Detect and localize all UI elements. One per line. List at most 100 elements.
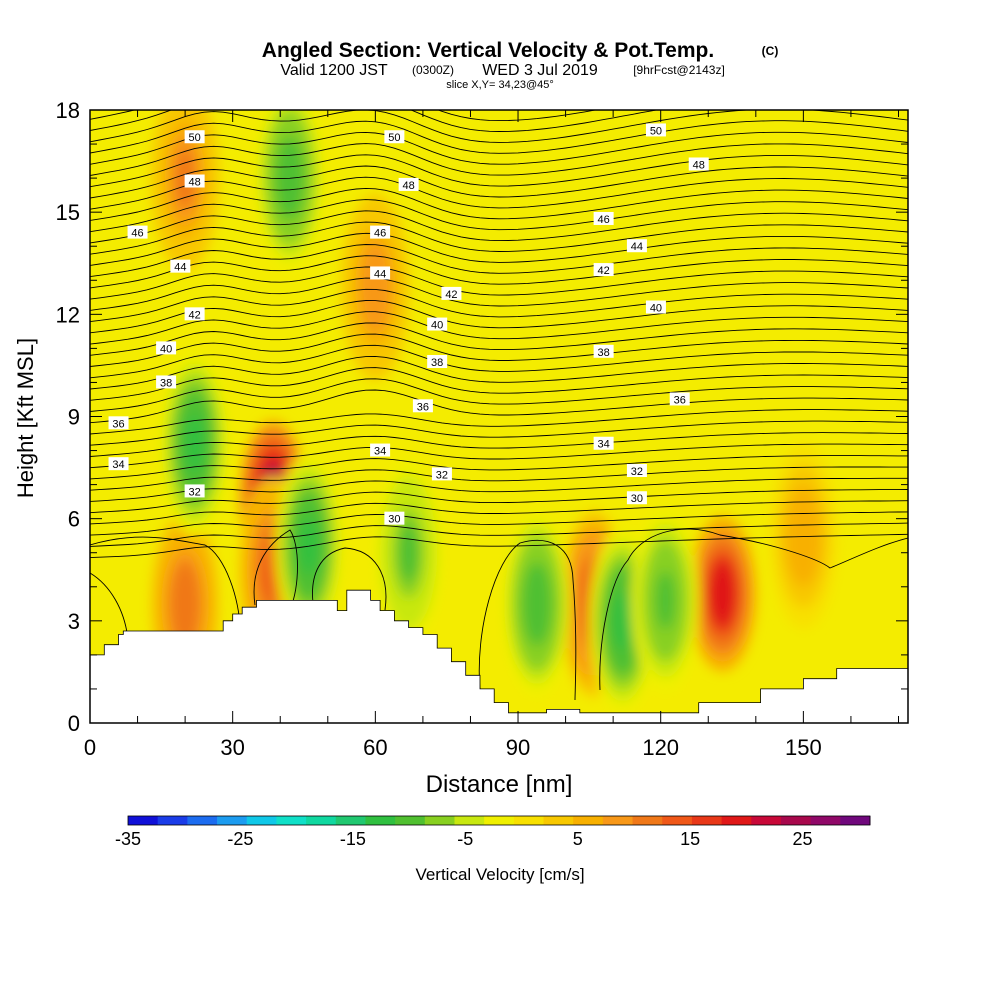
contour-label-text: 46	[598, 214, 610, 226]
theta-contour	[90, 288, 908, 323]
contour-label-text: 30	[388, 514, 400, 526]
contour-label-text: 36	[674, 394, 686, 406]
contour-label-box	[108, 416, 129, 430]
contour-label-text: 42	[445, 289, 457, 301]
contour-label-box	[431, 467, 452, 481]
contour-label: 34	[370, 443, 391, 458]
theta-contour	[90, 511, 908, 536]
x-tick-label: 120	[642, 735, 679, 760]
theta-contour	[90, 522, 908, 547]
forecast-label: [9hrFcst@2143z]	[633, 63, 725, 77]
valid-utc-label: (0300Z)	[412, 63, 454, 77]
theta-contour	[90, 466, 908, 491]
contour-label-text: 38	[431, 357, 443, 369]
x-tick-label: 150	[785, 735, 822, 760]
contour-label-box	[370, 266, 391, 280]
contour-label: 38	[427, 355, 448, 369]
y-tick-label: 15	[56, 200, 80, 225]
theta-contour	[90, 199, 908, 233]
colorbar-tick-label: 15	[680, 829, 700, 849]
contour-label: 46	[593, 211, 614, 226]
slice-label: slice X,Y= 34,23@45°	[446, 79, 554, 91]
theta-contour	[90, 311, 908, 345]
y-tick-label: 9	[68, 405, 80, 430]
contour-label-text: 50	[189, 132, 201, 144]
colorbar-swatch	[632, 816, 663, 825]
theta-contour	[90, 210, 908, 244]
valid-time-label: Valid 1200 JST	[280, 62, 388, 79]
contour-label: 50	[184, 130, 205, 144]
theta-contour	[90, 266, 908, 300]
contour-label-text: 40	[650, 303, 662, 315]
colorbar-label: Vertical Velocity [cm/s]	[415, 865, 584, 884]
contour-label-text: 38	[598, 347, 610, 359]
contour-label-box	[184, 307, 205, 321]
contour-label-text: 30	[631, 493, 643, 505]
y-tick-label: 12	[56, 302, 80, 327]
contour-label-text: 46	[131, 228, 143, 240]
y-axis-label: Height [Kft MSL]	[13, 338, 38, 498]
colorbar-swatch	[187, 816, 218, 825]
theta-contour	[90, 536, 241, 631]
colorbar-swatch	[424, 816, 455, 825]
theta-contour	[90, 187, 908, 221]
contour-label: 44	[170, 259, 191, 274]
colorbar-tick-label: -25	[227, 829, 253, 849]
terrain-profile	[90, 589, 908, 723]
contour-label-box	[626, 463, 647, 477]
chart-title: Angled Section: Vertical Velocity & Pot.…	[262, 39, 714, 62]
colorbar-tick-label: -15	[340, 829, 366, 849]
colorbar-swatch	[454, 816, 485, 825]
colorbar-swatch	[840, 816, 871, 825]
contour-label-box	[688, 157, 709, 171]
contour-label: 36	[412, 399, 433, 413]
colorbar-swatch	[365, 816, 396, 825]
colorbar-swatch	[217, 816, 248, 825]
theta-contour	[90, 443, 908, 469]
x-tick-label: 90	[506, 735, 530, 760]
colorbar-swatch	[573, 816, 604, 825]
colorbar: -35 -25 -15 -5 5 15 25	[115, 815, 871, 849]
y-tick-label: 3	[68, 609, 80, 634]
colorbar-swatch	[810, 816, 841, 825]
contour-label-box	[384, 511, 405, 525]
velocity-blob	[527, 574, 548, 634]
contour-label-box	[384, 130, 405, 144]
theta-contour	[90, 500, 908, 525]
contour-label-box	[593, 211, 614, 225]
colorbar-swatch	[128, 816, 159, 825]
colorbar-swatch	[721, 816, 752, 825]
theta-contour	[253, 529, 298, 611]
contour-label-text: 40	[160, 343, 172, 355]
theta-contour	[90, 110, 598, 122]
contour-label-text: 48	[693, 159, 705, 171]
y-tick-label: 6	[68, 507, 80, 532]
contour-label-box	[170, 259, 191, 273]
contour-label-box	[127, 225, 148, 239]
contour-label-box	[156, 341, 177, 355]
y-tick-label: 0	[68, 711, 80, 736]
theta-contour	[312, 547, 387, 611]
theta-contour	[90, 455, 908, 480]
colorbar-swatch	[543, 816, 574, 825]
velocity-blob	[398, 523, 419, 582]
contour-label-text: 36	[417, 401, 429, 413]
theta-contour	[599, 528, 908, 691]
contour-label-box	[370, 225, 391, 239]
contour-label-text: 40	[431, 320, 443, 332]
contour-label: 38	[156, 375, 177, 389]
contour-label-box	[593, 436, 614, 450]
x-axis-label: Distance [nm]	[426, 771, 573, 798]
contour-label: 30	[626, 491, 647, 505]
theta-contour	[90, 355, 908, 390]
contour-label-text: 44	[631, 241, 643, 253]
theta-contour	[90, 409, 908, 435]
theta-contour	[90, 154, 908, 188]
contour-label-box	[184, 174, 205, 188]
contour-label-text: 38	[160, 377, 172, 389]
x-axis: 0 30 60 90 120 150	[84, 110, 899, 760]
colorbar-swatch	[306, 816, 337, 825]
contour-label-text: 42	[189, 309, 201, 321]
contour-label: 42	[184, 307, 205, 321]
